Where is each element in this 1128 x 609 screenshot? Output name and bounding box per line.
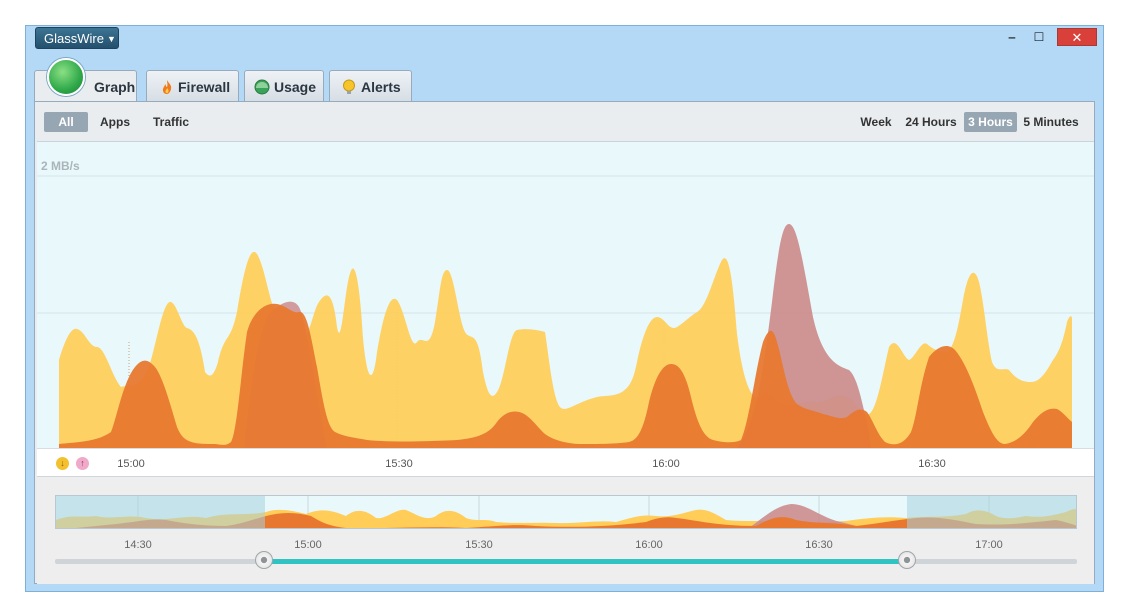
tab-label: Alerts: [361, 79, 401, 95]
overview-tick: 15:00: [294, 539, 322, 551]
range-slider-selection[interactable]: [265, 559, 907, 564]
close-button[interactable]: ✕: [1057, 28, 1097, 46]
graph-panel: All Apps Traffic Week 24 Hours 3 Hours 5…: [34, 101, 1095, 584]
time-axis: ↓ ↑ 15:00 15:30 16:00 16:30: [37, 448, 1094, 477]
graph-logo-icon: [47, 58, 85, 96]
download-legend-icon: ↓: [56, 457, 69, 470]
range-end-handle[interactable]: [898, 551, 916, 569]
upload-area: [59, 303, 1072, 448]
overview-tick: 15:30: [465, 539, 493, 551]
alert-bulb-icon: [343, 79, 355, 94]
maximize-button[interactable]: ☐: [1033, 30, 1045, 44]
tab-alerts[interactable]: Alerts: [329, 70, 412, 102]
fire-icon: [162, 80, 172, 94]
app-menu-button[interactable]: GlassWire ▼: [35, 27, 119, 49]
timeline-overview: 14:30 15:00 15:30 16:00 16:30 17:00: [37, 476, 1094, 584]
upload-legend-icon: ↑: [76, 457, 89, 470]
app-name: GlassWire: [44, 31, 104, 46]
range-start-handle[interactable]: [255, 551, 273, 569]
tab-usage[interactable]: Usage: [244, 70, 324, 102]
filter-traffic-button[interactable]: Traffic: [152, 115, 189, 129]
traffic-graph-svg: 2 MB/s: [37, 159, 1094, 449]
overview-tick: 16:00: [635, 539, 663, 551]
filter-all-button[interactable]: All: [44, 112, 88, 132]
caret-down-icon: ▼: [106, 34, 116, 44]
filter-apps-button[interactable]: Apps: [100, 115, 130, 129]
time-tick: 15:30: [385, 458, 413, 470]
range-3h-button[interactable]: 3 Hours: [964, 112, 1017, 132]
tab-label: Usage: [274, 79, 317, 95]
range-week-button[interactable]: Week: [860, 115, 892, 129]
tab-label: Firewall: [178, 79, 231, 95]
time-tick: 16:30: [918, 458, 946, 470]
time-tick: 16:00: [652, 458, 680, 470]
time-tick: 15:00: [117, 458, 145, 470]
tab-label: Graph: [94, 79, 136, 95]
tab-firewall[interactable]: Firewall: [146, 70, 239, 102]
minimize-button[interactable]: ‒: [1008, 30, 1016, 44]
traffic-graph[interactable]: 2 MB/s: [37, 141, 1094, 449]
app-window: GlassWire ▼ ‒ ☐ ✕ Graph Firewall Usage Al…: [25, 25, 1104, 592]
overview-tick: 17:00: [975, 539, 1003, 551]
range-24h-button[interactable]: 24 Hours: [905, 115, 957, 129]
overview-tick: 14:30: [124, 539, 152, 551]
overview-tick: 16:30: [805, 539, 833, 551]
range-5min-button[interactable]: 5 Minutes: [1023, 115, 1079, 129]
usage-icon: [254, 79, 270, 95]
overview-graph[interactable]: [55, 495, 1077, 529]
tab-graph[interactable]: Graph: [34, 58, 137, 103]
overview-graph-svg: [56, 496, 1076, 528]
scale-label: 2 MB/s: [41, 159, 80, 173]
